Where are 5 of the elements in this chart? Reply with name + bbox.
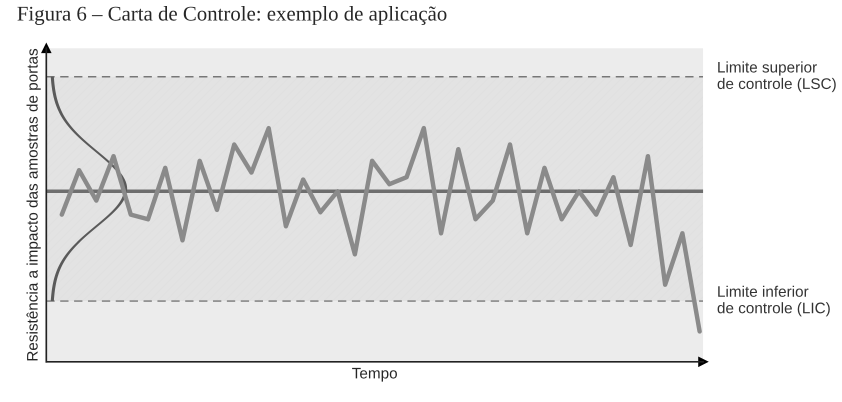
y-axis-title: Resistência a impacto das amostras de portas [26, 48, 41, 360]
chart-title: Figura 6 – Carta de Controle: exemplo de aplicação [17, 6, 446, 25]
x-axis-title: Tempo [352, 368, 397, 382]
ref-line-label: Limite inferior de controle (LIC) [718, 286, 830, 316]
ref-line-label: Limite superior de controle (LSC) [718, 61, 836, 92]
